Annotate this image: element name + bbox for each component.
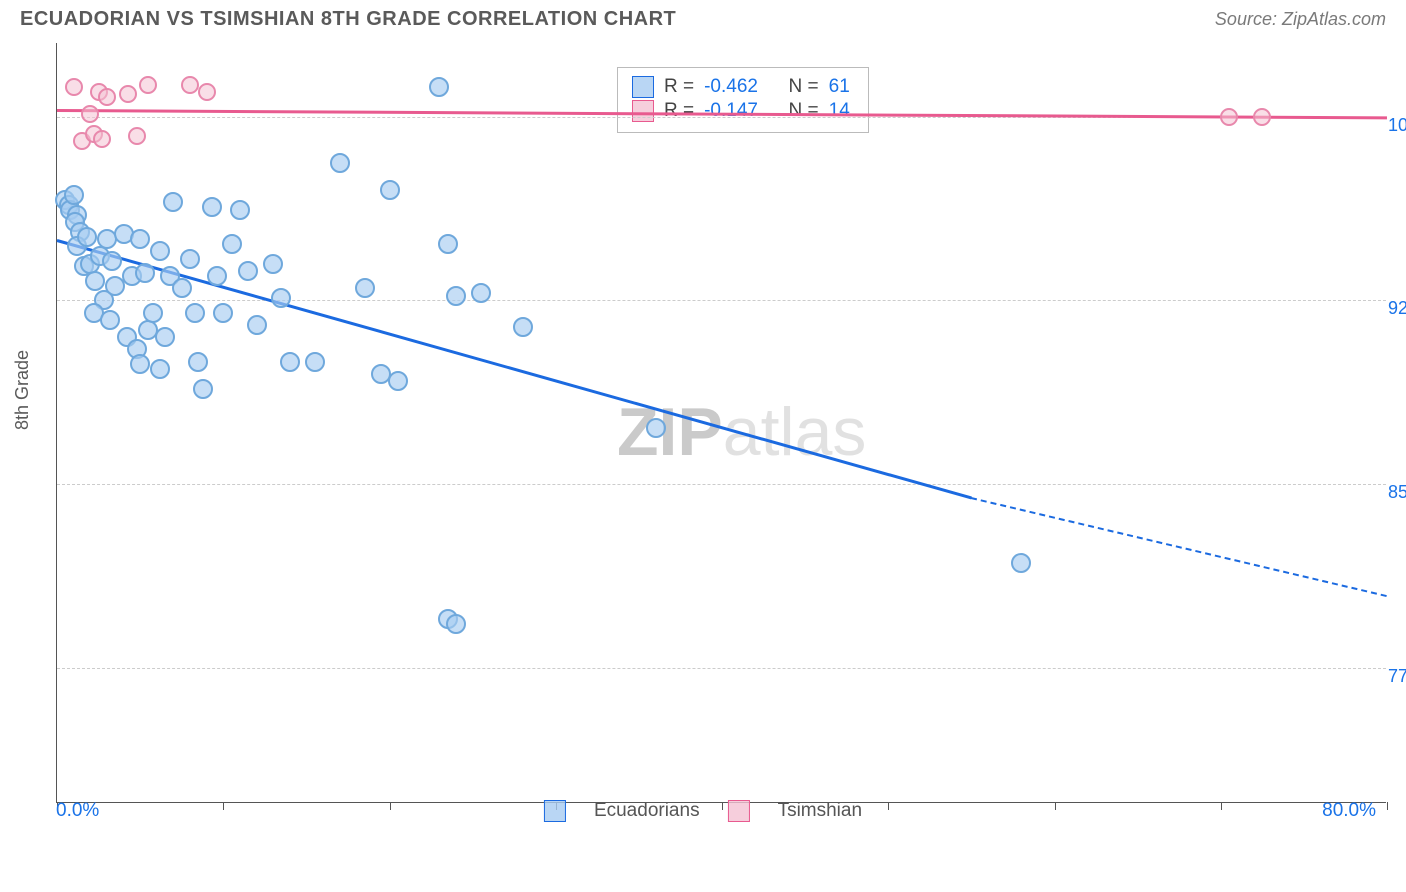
watermark-zip: ZIP <box>617 394 723 470</box>
point-tsimshian <box>98 88 116 106</box>
point-ecuadorians <box>222 234 242 254</box>
point-ecuadorians <box>100 310 120 330</box>
point-tsimshian <box>119 85 137 103</box>
N-label: N = <box>789 76 819 98</box>
point-ecuadorians <box>271 288 291 308</box>
point-ecuadorians <box>64 185 84 205</box>
point-ecuadorians <box>188 352 208 372</box>
point-tsimshian <box>139 76 157 94</box>
point-ecuadorians <box>330 153 350 173</box>
gridline-y <box>57 484 1386 485</box>
point-ecuadorians <box>207 266 227 286</box>
point-ecuadorians <box>193 379 213 399</box>
source-attribution: Source: ZipAtlas.com <box>1215 9 1386 30</box>
point-ecuadorians <box>102 251 122 271</box>
point-ecuadorians <box>263 254 283 274</box>
trendline-ecuadorians-extrapolated <box>971 497 1387 597</box>
x-tick <box>1221 802 1222 810</box>
point-ecuadorians <box>155 327 175 347</box>
point-ecuadorians <box>429 77 449 97</box>
source-prefix: Source: <box>1215 9 1282 29</box>
swatch-blue <box>632 76 654 98</box>
point-ecuadorians <box>172 278 192 298</box>
point-ecuadorians <box>213 303 233 323</box>
correlation-legend: R = -0.462 N = 61 R = -0.147 N = 14 <box>617 67 869 133</box>
legend-label-ecuadorians: Ecuadorians <box>594 800 700 822</box>
point-ecuadorians <box>247 315 267 335</box>
point-tsimshian <box>128 127 146 145</box>
source-name: ZipAtlas.com <box>1282 9 1386 29</box>
point-ecuadorians <box>446 286 466 306</box>
swatch-pink <box>728 800 750 822</box>
point-ecuadorians <box>230 200 250 220</box>
point-ecuadorians <box>388 371 408 391</box>
point-tsimshian <box>181 76 199 94</box>
x-tick <box>223 802 224 810</box>
point-ecuadorians <box>380 180 400 200</box>
point-tsimshian <box>81 105 99 123</box>
point-ecuadorians <box>150 359 170 379</box>
y-tick-label: 85.0% <box>1380 482 1406 503</box>
point-ecuadorians <box>355 278 375 298</box>
point-tsimshian <box>1220 108 1238 126</box>
point-tsimshian <box>93 130 111 148</box>
swatch-pink <box>632 100 654 122</box>
y-axis-label: 8th Grade <box>12 350 33 430</box>
legend-label-tsimshian: Tsimshian <box>778 800 862 822</box>
x-tick <box>888 802 889 810</box>
legend-row-ecuadorians: R = -0.462 N = 61 <box>632 76 850 98</box>
point-ecuadorians <box>446 614 466 634</box>
N-label: N = <box>789 100 819 122</box>
point-ecuadorians <box>202 197 222 217</box>
point-ecuadorians <box>1011 553 1031 573</box>
point-ecuadorians <box>150 241 170 261</box>
scatter-plot: ZIPatlas R = -0.462 N = 61 R = -0.147 N … <box>56 43 1386 803</box>
x-tick <box>1055 802 1056 810</box>
point-ecuadorians <box>130 229 150 249</box>
point-ecuadorians <box>77 227 97 247</box>
point-ecuadorians <box>471 283 491 303</box>
point-ecuadorians <box>130 354 150 374</box>
x-axis-min-label: 0.0% <box>56 800 99 822</box>
gridline-y <box>57 668 1386 669</box>
point-ecuadorians <box>185 303 205 323</box>
swatch-blue <box>544 800 566 822</box>
point-ecuadorians <box>513 317 533 337</box>
point-ecuadorians <box>143 303 163 323</box>
chart-title: ECUADORIAN VS TSIMSHIAN 8TH GRADE CORREL… <box>20 8 676 31</box>
x-tick <box>1387 802 1388 810</box>
point-ecuadorians <box>438 234 458 254</box>
point-tsimshian <box>65 78 83 96</box>
y-tick-label: 77.5% <box>1380 666 1406 687</box>
y-tick-label: 92.5% <box>1380 298 1406 319</box>
N-value-ecuadorians: 61 <box>829 76 850 98</box>
point-ecuadorians <box>180 249 200 269</box>
x-axis-max-label: 80.0% <box>1322 800 1376 822</box>
point-ecuadorians <box>238 261 258 281</box>
legend-row-tsimshian: R = -0.147 N = 14 <box>632 100 850 122</box>
R-value-ecuadorians: -0.462 <box>704 76 758 98</box>
point-ecuadorians <box>85 271 105 291</box>
point-ecuadorians <box>163 192 183 212</box>
point-ecuadorians <box>646 418 666 438</box>
R-label: R = <box>664 76 694 98</box>
point-tsimshian <box>1253 108 1271 126</box>
R-value-tsimshian: -0.147 <box>704 100 758 122</box>
point-ecuadorians <box>280 352 300 372</box>
R-label: R = <box>664 100 694 122</box>
point-ecuadorians <box>305 352 325 372</box>
N-value-tsimshian: 14 <box>829 100 850 122</box>
gridline-y <box>57 300 1386 301</box>
point-ecuadorians <box>135 263 155 283</box>
series-legend: Ecuadorians Tsimshian <box>544 800 862 822</box>
point-tsimshian <box>198 83 216 101</box>
x-tick <box>390 802 391 810</box>
